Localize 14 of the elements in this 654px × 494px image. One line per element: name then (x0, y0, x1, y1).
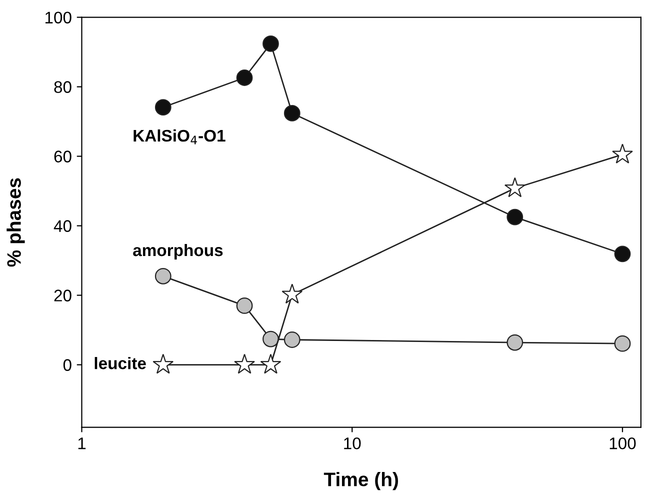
y-tick-label: 0 (63, 359, 72, 371)
x-tick-label: 100 (610, 437, 636, 450)
series-label: amorphous (133, 244, 223, 260)
y-tick-label: 60 (54, 150, 72, 162)
y-tick-label: 100 (45, 12, 72, 24)
series-label: KAlSiO$_{4}$-O1 (134, 129, 226, 144)
x-tick-label: 10 (344, 437, 361, 450)
series-label: leucite (94, 356, 146, 370)
y-tick-label: 20 (54, 290, 72, 302)
y-tick-label: 80 (54, 81, 72, 93)
y-axis-title: % phases (6, 178, 25, 267)
x-axis-title: Time (h) (324, 472, 398, 490)
x-tick-label: 1 (78, 438, 86, 450)
y-tick-label: 40 (54, 220, 72, 232)
